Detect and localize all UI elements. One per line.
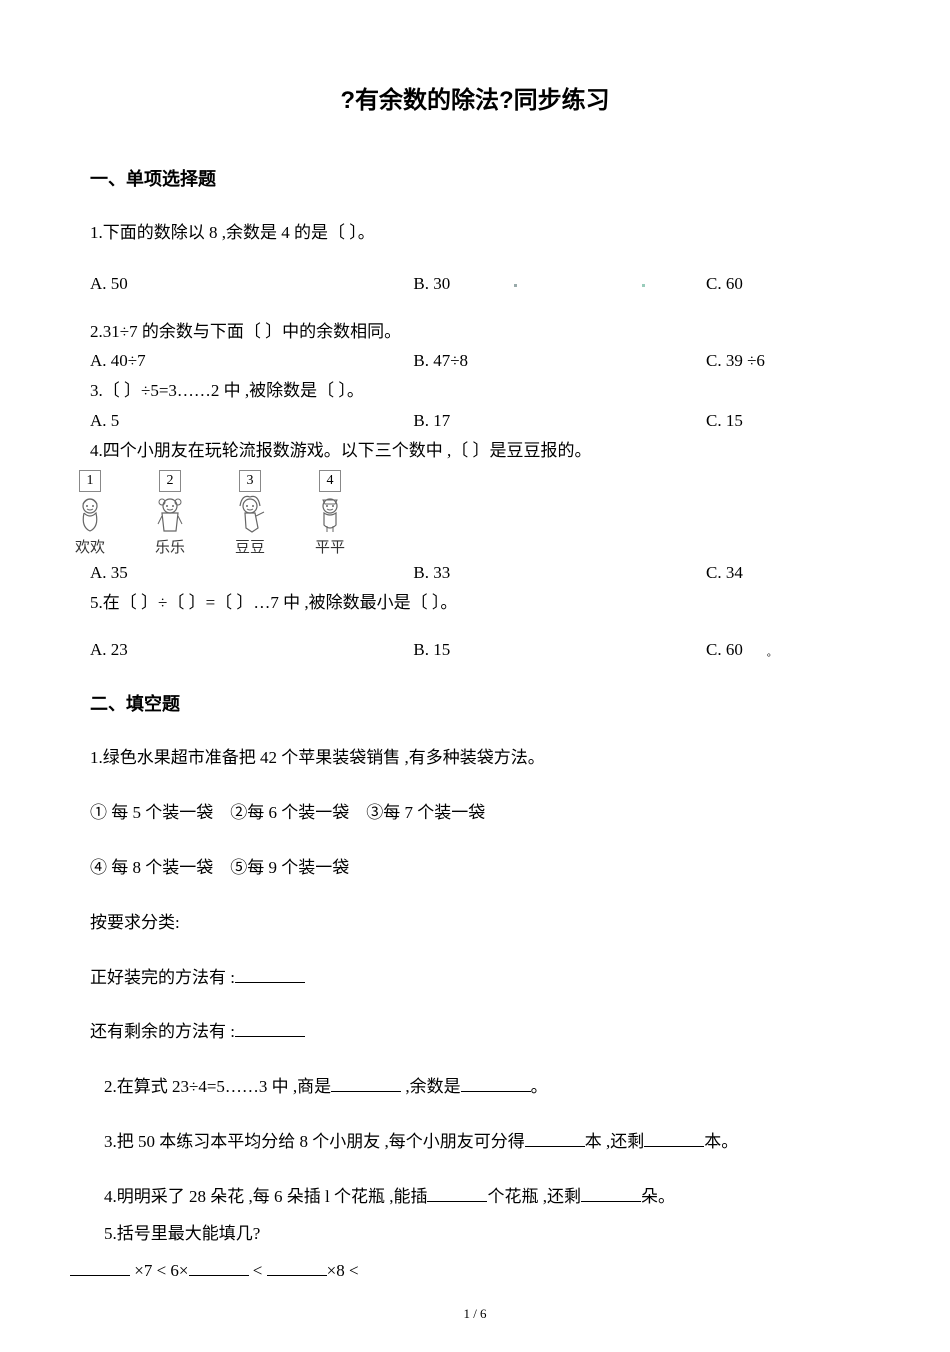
kid-3-number: 3	[239, 470, 261, 492]
fill-blank	[235, 966, 305, 983]
fill-blank	[581, 1185, 641, 1202]
section-2-header: 二、填空题	[90, 690, 860, 716]
q2-choice-b: B. 47÷8	[413, 351, 706, 371]
decorative-dot	[642, 284, 645, 287]
fill-blank	[331, 1075, 401, 1092]
q1-choice-b-text: B. 30	[413, 274, 450, 293]
s2-q3-mid: 本 ,还剩	[585, 1132, 645, 1151]
kid-3-icon	[230, 494, 270, 534]
kid-2-label: 乐乐	[155, 536, 185, 557]
s2-q5-c: ×8 <	[327, 1261, 359, 1280]
s2-q5-expr: ×7 < 6× < ×8 <	[70, 1257, 860, 1286]
kid-1: 1 欢欢	[60, 470, 120, 557]
s2-q3-post: 本。	[704, 1132, 738, 1151]
kid-2: 2 乐乐	[140, 470, 200, 557]
kid-4-number: 4	[319, 470, 341, 492]
q5-choice-c: C. 60 。	[706, 640, 860, 660]
q4-choice-c: C. 34	[706, 563, 860, 583]
q1-choices: A. 50 B. 30 C. 60	[90, 274, 860, 294]
q1-stem: 1.下面的数除以 8 ,余数是 4 的是〔 〕。	[90, 219, 860, 246]
q3-choice-a: A. 5	[90, 411, 413, 431]
fill-blank	[644, 1130, 704, 1147]
kid-4-icon	[310, 494, 350, 534]
fill-blank	[235, 1020, 305, 1037]
s2-q1-line3: ④ 每 8 个装一袋 ⑤每 9 个装一袋	[90, 854, 860, 883]
kid-4-label: 平平	[315, 536, 345, 557]
q2-choice-c: C. 39 ÷6	[706, 351, 860, 371]
q2-stem: 2.31÷7 的余数与下面〔 〕中的余数相同。	[90, 318, 860, 345]
s2-q2-post: 。	[531, 1077, 548, 1096]
page-number: 1 / 6	[0, 1306, 950, 1322]
q2-choice-a: A. 40÷7	[90, 351, 413, 371]
kid-1-icon	[70, 494, 110, 534]
s2-q1-line5: 正好装完的方法有 :	[90, 964, 860, 993]
q5-choice-c-text: C. 60	[706, 640, 743, 659]
q3-choices: A. 5 B. 17 C. 15	[90, 411, 860, 431]
s2-q3: 3.把 50 本练习本平均分给 8 个小朋友 ,每个小朋友可分得 本 ,还剩 本。	[90, 1128, 860, 1157]
s2-q4-post: 朵。	[641, 1187, 675, 1206]
q2-choice-c-text: C. 39 ÷6	[706, 351, 765, 370]
s2-q2-mid: ,余数是	[401, 1077, 461, 1096]
q1-choice-c: C. 60	[706, 274, 860, 294]
s2-q5-a: ×7 < 6×	[130, 1261, 189, 1280]
q2-choices: A. 40÷7 B. 47÷8 C. 39 ÷6	[90, 351, 860, 371]
s2-q1-line4: 按要求分类:	[90, 909, 860, 938]
q1-choice-b: B. 30	[413, 274, 706, 294]
q3-choice-b: B. 17	[413, 411, 706, 431]
s2-q2-pre: 2.在算式 23÷4=5……3 中 ,商是	[104, 1077, 331, 1096]
s2-q2: 2.在算式 23÷4=5……3 中 ,商是 ,余数是 。	[90, 1073, 860, 1102]
fill-blank	[427, 1185, 487, 1202]
q4-kids-figure: 1 欢欢 2 乐乐 3	[60, 470, 860, 557]
q3-choice-c: C. 15	[706, 411, 860, 431]
kid-2-icon	[150, 494, 190, 534]
kid-3-label: 豆豆	[235, 536, 265, 557]
s2-q3-pre: 3.把 50 本练习本平均分给 8 个小朋友 ,每个小朋友可分得	[104, 1132, 525, 1151]
s2-q4: 4.明明采了 28 朵花 ,每 6 朵插 l 个花瓶 ,能插 个花瓶 ,还剩 朵。	[90, 1183, 860, 1212]
fill-blank	[525, 1130, 585, 1147]
q3-stem: 3.〔 〕÷5=3……2 中 ,被除数是〔 〕。	[90, 377, 860, 404]
section-1-header: 一、单项选择题	[90, 165, 860, 191]
kid-1-label: 欢欢	[75, 536, 105, 557]
s2-q5-b: <	[249, 1261, 267, 1280]
s2-q1-line1: 1.绿色水果超市准备把 42 个苹果装袋销售 ,有多种装袋方法。	[90, 744, 860, 773]
q4-choices: A. 35 B. 33 C. 34	[90, 563, 860, 583]
s2-q1-l6-text: 还有剩余的方法有 :	[90, 1022, 235, 1041]
worksheet-page: ?有余数的除法?同步练习 一、单项选择题 1.下面的数除以 8 ,余数是 4 的…	[0, 0, 950, 1352]
q5-choice-a: A. 23	[90, 640, 413, 660]
q1-choice-a: A. 50	[90, 274, 413, 294]
s2-q1-l5-text: 正好装完的方法有 :	[90, 968, 235, 987]
q5-choice-b: B. 15	[413, 640, 706, 660]
kid-2-number: 2	[159, 470, 181, 492]
q5-choices: A. 23 B. 15 C. 60 。	[90, 640, 860, 660]
s2-q4-mid: 个花瓶 ,还剩	[487, 1187, 581, 1206]
q4-choice-a: A. 35	[90, 563, 413, 583]
kid-1-number: 1	[79, 470, 101, 492]
fill-blank	[189, 1259, 249, 1276]
q4-choice-b: B. 33	[413, 563, 706, 583]
q5-stem: 5.在〔 〕÷〔 〕=〔 〕…7 中 ,被除数最小是〔 〕。	[90, 589, 860, 616]
s2-q1-line2: ① 每 5 个装一袋 ②每 6 个装一袋 ③每 7 个装一袋	[90, 799, 860, 828]
q4-stem: 4.四个小朋友在玩轮流报数游戏。以下三个数中 ,〔 〕是豆豆报的。	[90, 437, 860, 464]
fill-blank	[461, 1075, 531, 1092]
kid-3: 3 豆豆	[220, 470, 280, 557]
s2-q5-stem: 5.括号里最大能填几?	[90, 1220, 860, 1249]
fill-blank	[70, 1259, 130, 1276]
s2-q1-line6: 还有剩余的方法有 :	[90, 1018, 860, 1047]
fill-blank	[267, 1259, 327, 1276]
kid-4: 4 平平	[300, 470, 360, 557]
s2-q4-pre: 4.明明采了 28 朵花 ,每 6 朵插 l 个花瓶 ,能插	[104, 1187, 427, 1206]
page-title: ?有余数的除法?同步练习	[90, 80, 860, 115]
decorative-mark: 。	[767, 648, 777, 659]
decorative-dot	[514, 284, 517, 287]
